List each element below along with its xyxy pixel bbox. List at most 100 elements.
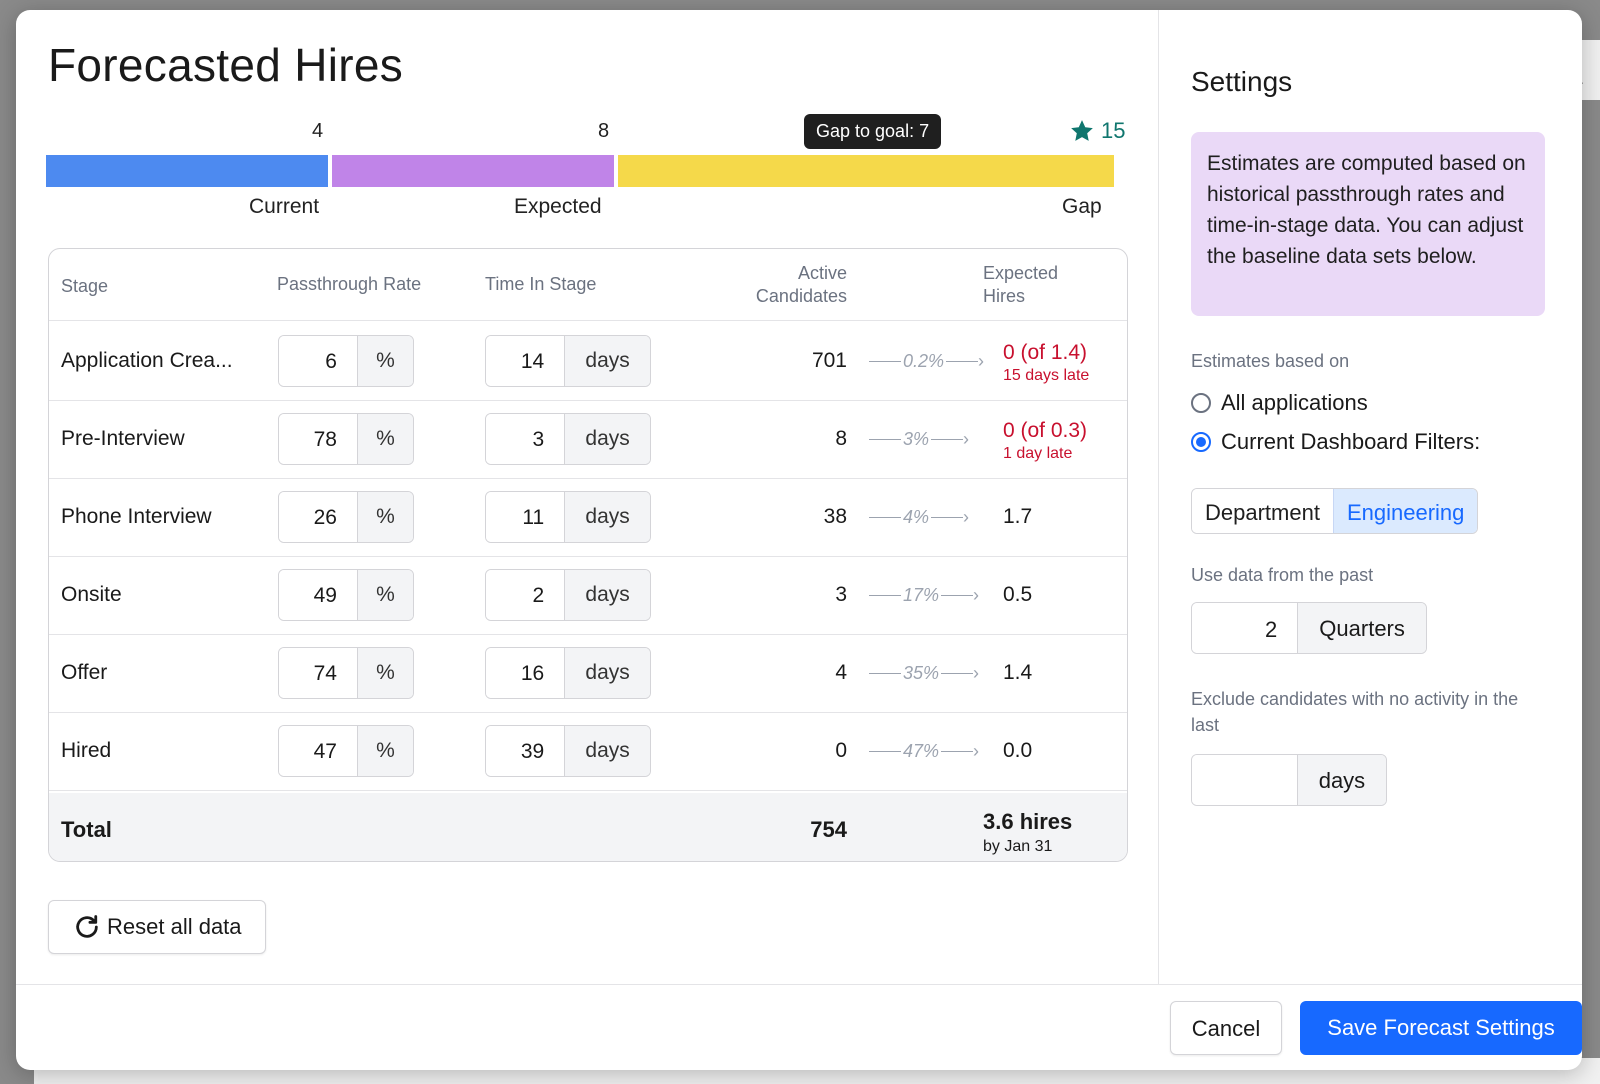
header-active: Active Candidates [756,262,847,308]
radio-all-applications[interactable]: All applications [1191,390,1368,416]
time-input-group: 16 days [485,647,651,699]
total-row: Total 754 3.6 hires by Jan 31 [49,793,1127,861]
arrow-right-icon: › [963,429,970,449]
late-note: 15 days late [1003,367,1090,384]
current-value: 4 [312,120,324,142]
table-row: Offer 74 % 16 days 4 35% › 1.4 [49,633,1127,713]
passthrough-input-group: 74 % [278,647,414,699]
save-forecast-button[interactable]: Save Forecast Settings [1300,1001,1582,1055]
time-input[interactable]: 14 [486,336,565,386]
stage-name: Hired [61,739,112,762]
total-hires-value: 3.6 hires [983,809,1073,834]
forecast-modal: Forecasted Hires 4 8 Gap to goal: 7 15 C… [16,10,1582,1070]
time-input[interactable]: 16 [486,648,565,698]
days-unit: days [564,492,650,542]
passthrough-input[interactable]: 26 [279,492,357,542]
conversion-value: 3% [903,429,930,449]
passthrough-input-group: 6 % [278,335,414,387]
passthrough-input-group: 78 % [278,413,414,465]
header-active-line1: Active [797,263,847,283]
expected-hires: 0.5 [1003,583,1033,606]
total-hires: 3.6 hires by Jan 31 [983,809,1072,856]
info-box: Estimates are computed based on historic… [1191,132,1545,316]
filter-key: Department [1192,489,1333,533]
time-input[interactable]: 11 [486,492,565,542]
header-hires-line1: Expected [983,263,1059,283]
percent-unit: % [356,492,413,542]
exclude-input[interactable] [1192,755,1297,805]
conversion-rate: 17% › [867,585,979,606]
reset-all-button[interactable]: Reset all data [48,900,266,954]
conversion-rate: 0.2% › [867,351,984,372]
radio-filters-label: Current Dashboard Filters: [1221,429,1481,454]
conversion-value: 0.2% [903,351,945,371]
table-row: Phone Interview 26 % 11 days 38 4% › 1.7 [49,477,1127,557]
stage-name: Phone Interview [61,505,212,528]
stage-name: Pre-Interview [61,427,185,450]
passthrough-input[interactable]: 74 [279,648,357,698]
filter-value: Engineering [1332,489,1478,533]
cancel-button[interactable]: Cancel [1170,1001,1282,1055]
table-header: Stage Passthrough Rate Time In Stage Act… [49,249,1127,321]
gap-tooltip: Gap to goal: 7 [804,114,942,149]
expected-hires: 0 (of 1.4) 15 days late [1003,341,1089,385]
passthrough-input[interactable]: 49 [279,570,357,620]
passthrough-input[interactable]: 6 [279,336,357,386]
total-active: 754 [810,817,847,842]
arrow-right-icon: › [963,507,970,527]
radio-all-label: All applications [1221,390,1368,415]
modal-footer: Cancel Save Forecast Settings [16,984,1582,1070]
total-hires-date: by Jan 31 [983,838,1053,855]
stage-name: Offer [61,661,108,684]
expected-label: Expected [514,195,602,218]
time-input[interactable]: 2 [486,570,565,620]
past-input[interactable]: 2 [1192,603,1298,653]
arrow-right-icon: › [973,663,980,683]
star-icon [1071,120,1093,141]
percent-unit: % [356,648,413,698]
header-passthrough: Passthrough Rate [277,274,422,294]
time-input-group: 39 days [485,725,651,777]
table-row: Hired 47 % 39 days 0 47% › 0.0 [49,711,1127,791]
conversion-rate: 47% › [867,741,979,762]
expected-hires: 0.0 [1003,739,1033,762]
conversion-value: 47% [903,741,940,761]
percent-unit: % [356,336,413,386]
expected-hires-value: 0 (of 1.4) [1003,341,1088,364]
stage-name: Application Crea... [61,349,233,372]
active-candidates: 0 [835,739,847,762]
header-stage: Stage [61,276,109,296]
conversion-value: 17% [903,585,940,605]
radio-icon [1191,393,1211,413]
refresh-icon [76,915,98,938]
time-input-group: 11 days [485,491,651,543]
stages-table: Stage Passthrough Rate Time In Stage Act… [48,248,1128,862]
active-candidates: 4 [835,661,847,684]
passthrough-input-group: 47 % [278,725,414,777]
expected-hires: 1.4 [1003,661,1033,684]
modal-title: Forecasted Hires [48,39,404,91]
forecast-panel: Forecasted Hires 4 8 Gap to goal: 7 15 C… [16,10,1158,984]
header-hires: Expected Hires [983,262,1058,308]
percent-unit: % [356,726,413,776]
percent-unit: % [356,570,413,620]
time-input[interactable]: 39 [486,726,565,776]
arrow-right-icon: › [973,741,980,761]
header-time: Time In Stage [485,274,597,294]
quarters-unit: Quarters [1297,603,1426,653]
stage-name: Onsite [61,583,122,606]
percent-unit: % [356,414,413,464]
radio-dashboard-filters[interactable]: Current Dashboard Filters: [1191,429,1480,455]
passthrough-input[interactable]: 47 [279,726,357,776]
settings-title: Settings [1191,66,1293,97]
time-input-group: 2 days [485,569,651,621]
conversion-rate: 4% › [867,507,969,528]
gap-label: Gap [1062,195,1102,218]
filter-chip: Department Engineering [1191,488,1479,534]
passthrough-input[interactable]: 78 [279,414,357,464]
conversion-rate: 35% › [867,663,979,684]
time-input[interactable]: 3 [486,414,565,464]
table-row: Onsite 49 % 2 days 3 17% › 0.5 [49,555,1127,635]
header-hires-line2: Hires [983,286,1026,306]
bar-gap [618,155,1114,187]
